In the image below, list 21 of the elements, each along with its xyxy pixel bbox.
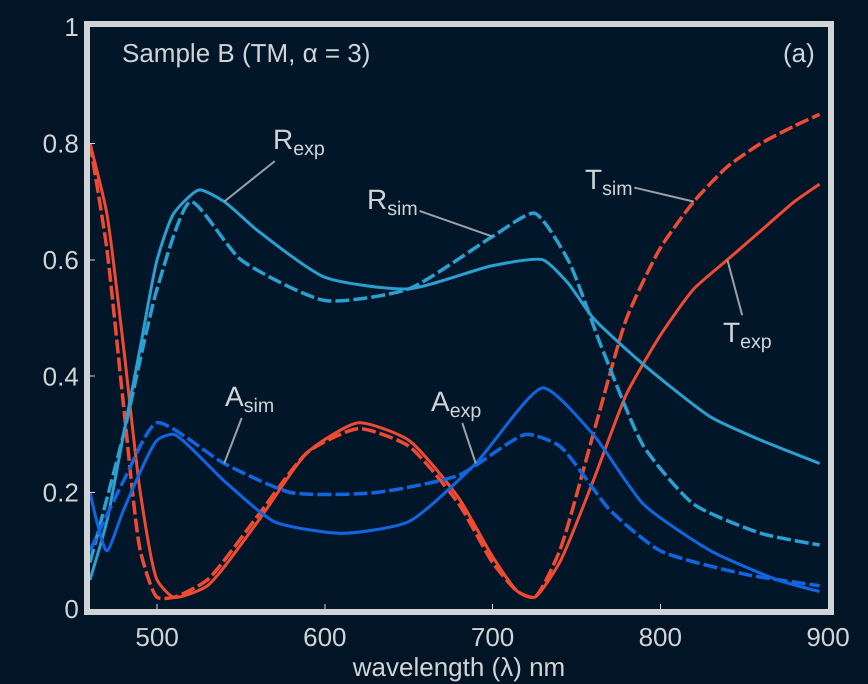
y-tick-label: 0 (64, 594, 79, 624)
y-tick-label: 0.2 (42, 478, 79, 508)
annotation: T$_{sim}$ (585, 164, 633, 200)
y-tick-label: 0.6 (42, 244, 79, 275)
annotation: R$_{sim}$ (367, 184, 418, 220)
chart-title: Sample B (TM, α = 3) (122, 38, 370, 68)
annotation: A$_{sim}$ (225, 381, 274, 417)
line-series (90, 386, 822, 594)
y-tick-label: 1 (64, 12, 79, 42)
x-tick-label: 500 (135, 622, 179, 652)
annotation: A$_{exp}$ (431, 386, 482, 422)
annotation: R$_{exp}$ (273, 124, 325, 160)
x-tick-label: 600 (303, 622, 347, 652)
annotation: T$_{exp}$ (723, 317, 772, 353)
x-tick-label: 700 (470, 622, 514, 652)
y-tick-label: 0.8 (42, 128, 79, 158)
x-axis-title: wavelength (λ) nm (352, 652, 566, 682)
x-tick-label: 900 (806, 622, 850, 652)
y-tick-label: 0.4 (42, 361, 79, 392)
annotation: (a) (783, 38, 815, 68)
x-tick-label: 800 (638, 622, 682, 652)
